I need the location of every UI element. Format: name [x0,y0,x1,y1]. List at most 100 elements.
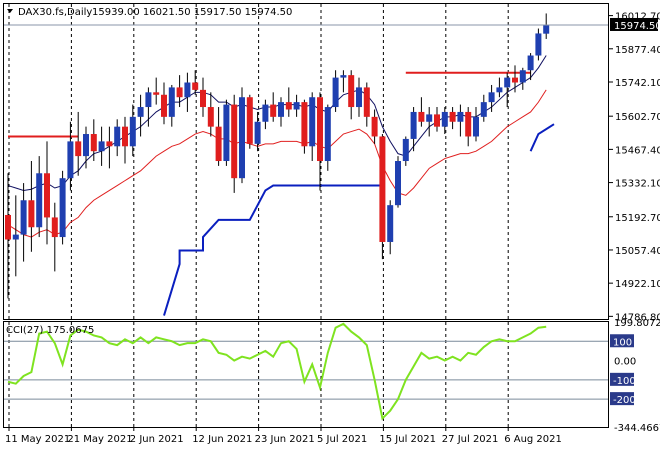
candle-body [527,55,534,71]
candle-body [371,116,378,137]
candle-body [512,77,518,83]
candle-body [480,102,487,117]
candle-body [51,217,58,238]
x-tick-label: 5 Jul 2021 [317,434,367,445]
cci-level-marker [610,392,634,406]
y-tick-label: 15602.70 [615,112,660,123]
candle-body [496,87,503,93]
candle-body [270,104,277,117]
cci-tick-label: 199.8072 [614,318,660,329]
x-tick-label: 23 Jun 2021 [255,434,315,445]
candle-body [395,161,401,206]
candle-body [168,87,175,117]
candle-body [301,102,308,147]
cci-tick-label: 0.00 [614,357,636,368]
candle-body [426,114,433,122]
candle-body [153,92,160,95]
candle-body [223,104,230,162]
candle-body [348,75,355,108]
midline-series [7,55,547,191]
x-tick-label: 15 Jul 2021 [379,434,436,445]
candle-body [402,138,409,162]
candle-body [200,89,206,108]
cci-line [7,322,547,421]
candle-body [543,24,550,34]
cci-levels [4,340,608,400]
partial-line [529,123,555,152]
candle-body [488,92,495,103]
candle-body [410,111,417,139]
candle-body [504,77,511,88]
support-step-line [163,184,383,316]
y-tick-label: 15467.40 [615,145,660,156]
candle-body [535,33,542,56]
dropdown-triangle-icon[interactable] [7,9,13,13]
cci-tick-label: 100 [613,337,632,348]
candle-body [106,141,113,147]
cci-panel-frame [3,321,609,428]
candle-body [231,104,238,179]
ohlc-values: 15939.00 16021.50 15917.50 15974.50 [92,7,292,18]
x-tick-label: 21 May 2021 [67,434,132,445]
cci-label: CCI(27) 175.0675 [6,325,94,336]
x-tick-label: 12 Jun 2021 [192,434,252,445]
cci-tick-label: -100 [613,376,636,387]
candle-body [98,141,105,152]
candle-body [28,200,35,228]
candle-body [5,214,11,240]
candle-body [239,97,245,179]
candle-body [215,126,222,162]
lower-band-series [7,89,547,238]
candle-body [387,205,394,242]
y-tick-label: 15192.70 [615,213,660,224]
cci-level-marker [610,334,634,348]
y-tick-label: 15877.40 [615,45,660,56]
candle-body [207,107,214,127]
cci-series [7,322,547,421]
candle-body [59,178,66,238]
candle-body [20,200,27,235]
y-tick-label: 15742.10 [615,78,660,89]
y-tick-label: 16012.70 [615,12,660,23]
candle-body [418,111,425,122]
candle-body [340,75,347,78]
candle-body [75,141,82,157]
candle-body [122,126,128,147]
current-price-label: 15974.50 [614,21,660,32]
candle-body [184,82,191,98]
candle-body [293,102,300,110]
cci-level-marker [610,372,634,386]
candle-body [441,111,448,127]
candle-body [278,102,284,117]
candle-body [285,102,292,110]
candle-body [246,97,253,144]
y-tick-label: 15332.10 [615,179,660,190]
candle-body [137,107,144,117]
x-tick-label: 27 Jul 2021 [442,434,499,445]
candle-body [36,173,43,228]
candle-body [145,92,152,108]
cci-tick-label: -344.4667 [614,423,660,434]
candle-body [161,94,167,117]
x-tick-label: 6 Aug 2021 [504,434,562,445]
candle-body [363,87,370,117]
symbol-label: DAX30.fs,Daily [18,7,92,18]
candle-body [317,97,323,162]
x-tick-label: 11 May 2021 [5,434,70,445]
candle-body [90,134,97,152]
candle-body [67,141,74,179]
y-tick-label: 14786.80 [615,312,660,323]
indicator-lines [7,55,555,316]
candle-body [332,77,339,108]
current-price-marker [610,17,658,31]
cci-tick-label: -200 [613,395,636,406]
candle-body [114,126,121,147]
vertical-grid [8,4,509,427]
x-tick-label: 2 Jun 2021 [130,434,184,445]
candle-body [176,87,183,98]
candle-body [254,121,261,144]
candle-body [356,87,362,108]
